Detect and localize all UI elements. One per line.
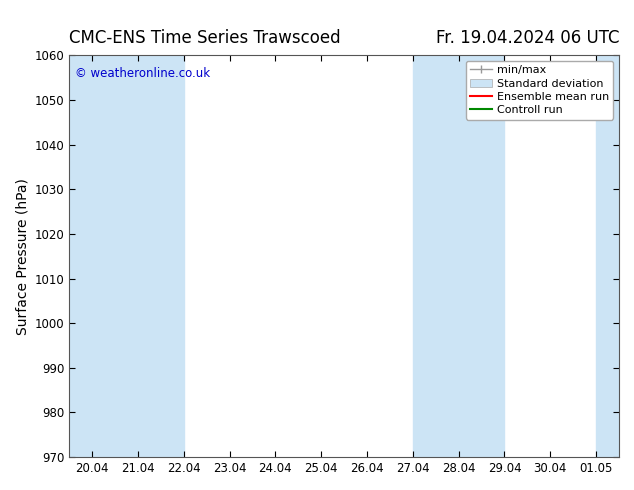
Bar bbox=[596, 55, 619, 457]
Text: © weatheronline.co.uk: © weatheronline.co.uk bbox=[75, 67, 210, 80]
Bar bbox=[413, 55, 505, 457]
Y-axis label: Surface Pressure (hPa): Surface Pressure (hPa) bbox=[15, 178, 29, 335]
Text: Fr. 19.04.2024 06 UTC: Fr. 19.04.2024 06 UTC bbox=[436, 29, 619, 47]
Bar bbox=[69, 55, 184, 457]
Legend: min/max, Standard deviation, Ensemble mean run, Controll run: min/max, Standard deviation, Ensemble me… bbox=[465, 61, 614, 120]
Text: CMC-ENS Time Series Trawscoed: CMC-ENS Time Series Trawscoed bbox=[69, 29, 341, 47]
